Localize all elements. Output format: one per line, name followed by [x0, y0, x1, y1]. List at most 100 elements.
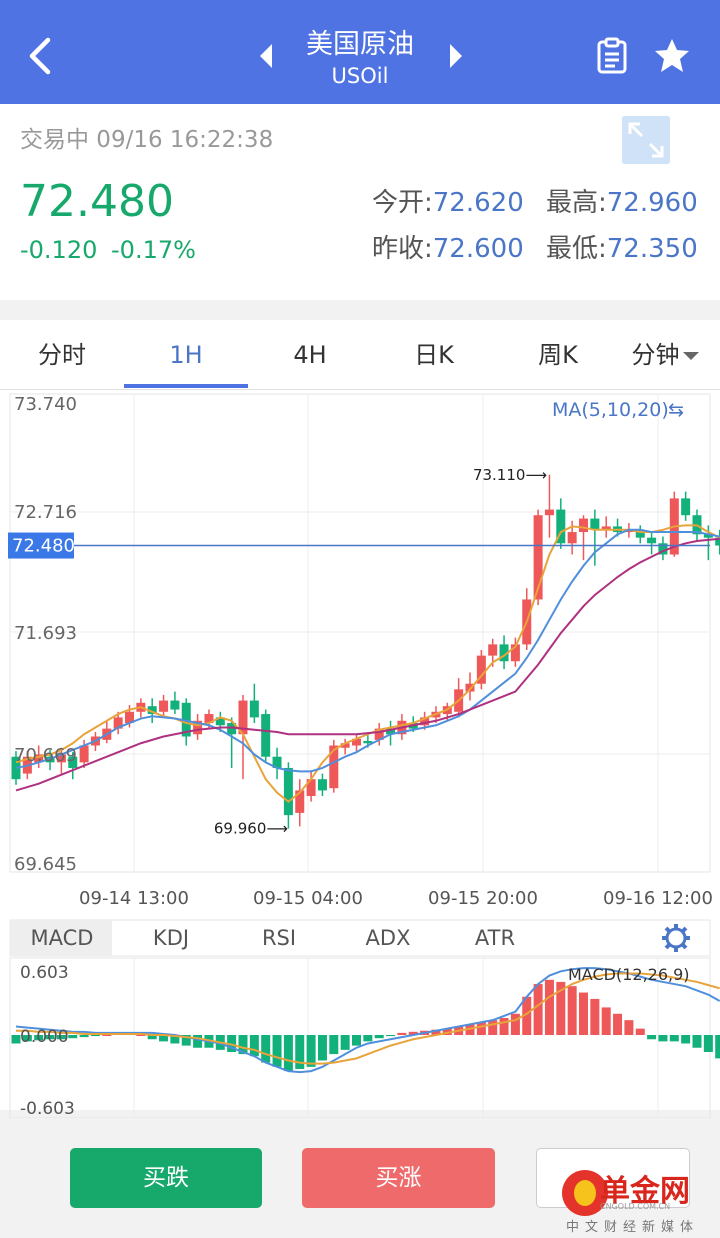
candle-body	[465, 683, 475, 692]
macd-histogram-bar	[68, 1035, 78, 1039]
macd-histogram-bar	[635, 1028, 645, 1035]
macd-histogram-bar	[22, 1035, 32, 1042]
watermark-tagline: 中文财经新媒体	[566, 1220, 700, 1235]
more-button[interactable]	[536, 1148, 690, 1208]
tab-macd[interactable]: MACD	[31, 926, 94, 950]
candle-body	[193, 720, 203, 735]
clipboard-icon[interactable]	[592, 36, 632, 76]
candle-body	[227, 723, 237, 735]
favorite-star-icon[interactable]	[652, 36, 692, 76]
candlestick-chart[interactable]: 73.740 72.716 71.693 70.669 69.645 72.48…	[0, 390, 720, 1119]
macd-histogram-bar	[329, 1035, 339, 1055]
tab-daily[interactable]: 日K	[414, 341, 454, 369]
macd-chart	[11, 967, 720, 1074]
sell-button[interactable]: 买跌	[70, 1148, 262, 1208]
prev-symbol-icon[interactable]	[256, 42, 276, 70]
watermark-url: CNGOLD.COM.CN	[600, 1202, 671, 1211]
trading-status: 交易中 09/16 16:22:38	[20, 127, 274, 153]
tab-minute-dropdown[interactable]: 分钟	[610, 320, 720, 390]
candle-body	[283, 767, 293, 816]
macd-histogram-bar	[249, 1035, 259, 1057]
macd-y-tick: 0.603	[20, 963, 69, 983]
candle-body	[635, 529, 645, 538]
top-bar: 美国原油 USOil	[0, 0, 720, 104]
macd-histogram-bar	[556, 981, 566, 1035]
tab-4h[interactable]: 4H	[293, 341, 327, 369]
next-symbol-icon[interactable]	[446, 42, 466, 70]
macd-histogram-bar	[692, 1035, 702, 1048]
candle-body	[579, 518, 588, 533]
macd-histogram-bar	[647, 1035, 657, 1040]
candle-body	[363, 740, 373, 744]
candle-body	[590, 518, 600, 530]
open-value: 72.620	[432, 188, 524, 218]
tab-minute-label: 分钟	[631, 341, 680, 369]
high-label: 最高:	[546, 188, 607, 218]
fullscreen-icon[interactable]	[622, 116, 670, 164]
ma-settings-icon[interactable]: ⇆	[668, 399, 684, 421]
last-price: 72.480	[20, 176, 174, 227]
quote-panel: 交易中 09/16 16:22:38 72.480 -0.120 -0.17% …	[0, 104, 720, 300]
macd-dif-line	[15, 967, 720, 1074]
candle-body	[159, 700, 169, 712]
x-tick: 09-15 20:00	[428, 888, 538, 909]
tab-kdj[interactable]: KDJ	[153, 926, 189, 950]
candle-body	[420, 717, 430, 726]
macd-histogram-bar	[431, 1029, 441, 1035]
indicator-tabs: MACD KDJ RSI ADX ATR	[9, 919, 711, 957]
low-stat: 最低:72.350	[546, 228, 698, 265]
low-arrow-icon: ⟶	[266, 820, 288, 838]
candle-body	[215, 717, 225, 726]
candle-body	[79, 745, 89, 763]
tab-rsi[interactable]: RSI	[262, 926, 296, 950]
y-tick: 69.645	[14, 854, 77, 875]
candle-body	[170, 700, 180, 710]
y-tick: 73.740	[14, 394, 77, 415]
chart-area: 73.740 72.716 71.693 70.669 69.645 72.48…	[0, 390, 720, 1119]
macd-histogram-bar	[11, 1035, 21, 1044]
prev-close-value: 72.600	[432, 234, 524, 264]
candle-body	[488, 644, 498, 656]
high-stat: 最高:72.960	[546, 182, 698, 219]
macd-histogram-bar	[352, 1035, 361, 1046]
macd-histogram-bar	[590, 998, 600, 1035]
high-arrow-icon: ⟶	[525, 466, 547, 484]
x-tick: 09-16 12:00	[603, 888, 713, 909]
candle-body	[295, 790, 305, 813]
macd-histogram-bar	[681, 1035, 691, 1044]
macd-histogram-bar	[544, 979, 554, 1035]
macd-dea-line	[16, 972, 720, 1065]
candle-body	[647, 537, 657, 544]
tab-1h[interactable]: 1H	[169, 341, 203, 369]
macd-histogram-bar	[90, 1035, 100, 1037]
macd-histogram-bar	[261, 1035, 271, 1063]
tab-adx[interactable]: ADX	[366, 926, 411, 950]
indicator-settings-gear-icon[interactable]	[662, 924, 690, 952]
tab-weekly[interactable]: 周K	[538, 341, 578, 369]
macd-histogram-bar	[476, 1022, 486, 1035]
candle-body	[556, 509, 566, 544]
candle-body	[352, 738, 361, 746]
back-arrow-icon[interactable]	[22, 34, 62, 78]
prev-close-stat: 昨收:72.600	[372, 228, 524, 265]
candle-body	[658, 543, 668, 555]
macd-histogram-bar	[238, 1035, 248, 1055]
x-tick: 09-14 13:00	[79, 888, 189, 909]
change-value: -0.120	[20, 236, 98, 264]
buy-button[interactable]: 买涨	[302, 1148, 495, 1208]
macd-histogram-bar	[658, 1035, 668, 1042]
candle-body	[68, 756, 78, 768]
tab-atr[interactable]: ATR	[475, 926, 515, 950]
candle-body	[374, 728, 384, 740]
candle-body	[56, 754, 66, 763]
candle-body	[249, 700, 259, 718]
high-annotation: 73.110	[473, 466, 526, 484]
candle-body	[715, 537, 720, 546]
tab-timeshare[interactable]: 分时	[38, 341, 86, 369]
candle-body	[703, 534, 713, 538]
candle-body	[272, 756, 282, 768]
period-tabs: 分时 1H 4H 日K 周K 分钟	[0, 320, 720, 390]
action-bar: 买跌 买涨 单金网 CNGOLD.COM.CN 中文财经新媒体	[0, 1118, 720, 1238]
current-price-value: 72.480	[12, 536, 75, 557]
macd-histogram-bar	[363, 1035, 373, 1042]
